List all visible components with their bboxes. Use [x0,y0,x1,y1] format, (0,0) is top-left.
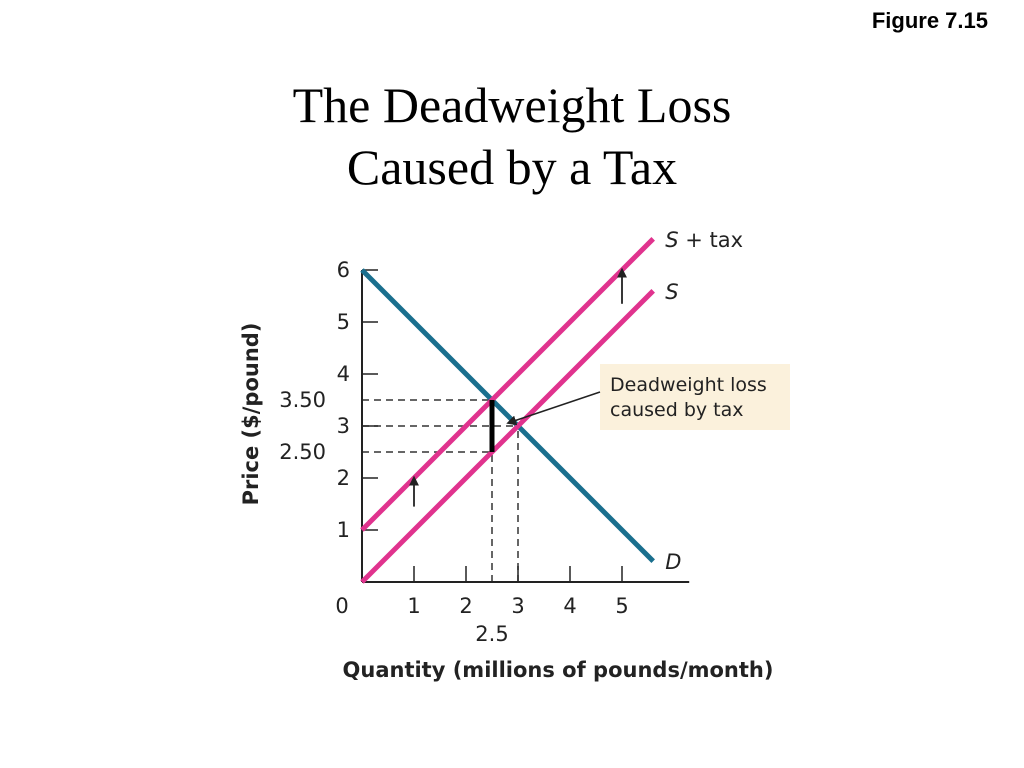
origin-label: 0 [335,594,348,618]
slide-title: The Deadweight Loss Caused by a Tax [0,74,1024,198]
x-tick-label-3: 3 [511,594,524,618]
curve-label-d: D [665,550,681,574]
annotations: Deadweight loss caused by tax [409,267,790,507]
x-tick-label-4: 4 [563,594,576,618]
annotation-line-1: Deadweight loss [610,374,767,396]
y-tick-label-6: 6 [337,258,350,282]
curve-s [360,289,655,584]
y-tick-label-4: 4 [337,362,350,386]
curve-d [360,268,655,563]
annotation-box [600,364,790,430]
y-axis-title: Price ($/pound) [239,323,263,506]
axes: 1 2 3 4 5 0 2.5 1 2 3 4 5 6 3.50 2.50 Quantity (million… [239,258,773,682]
curve-label-s: S [665,280,678,304]
title-line-2: Caused by a Tax [346,139,678,195]
x-tick-label-2: 2 [459,594,472,618]
y-tick-label-5: 5 [337,310,350,334]
y-extra-label-2.50: 2.50 [279,440,326,464]
x-extra-label: 2.5 [475,622,508,646]
y-tick-label-1: 1 [337,518,350,542]
title-line-1: The Deadweight Loss [292,77,732,133]
reference-lines [362,399,519,582]
x-axis-title: Quantity (millions of pounds/month) [343,658,774,682]
figure-number: Figure 7.15 [871,8,988,33]
x-tick-label-1: 1 [407,594,420,618]
y-tick-label-3: 3 [337,414,350,438]
y-extra-label-3.50: 3.50 [279,388,326,412]
curve-label-s-tax: S + tax [665,228,743,252]
annotation-pointer-arrow [506,391,601,426]
y-tick-label-2: 2 [337,466,350,490]
annotation-line-2: caused by tax [610,399,744,421]
x-tick-label-5: 5 [615,594,628,618]
